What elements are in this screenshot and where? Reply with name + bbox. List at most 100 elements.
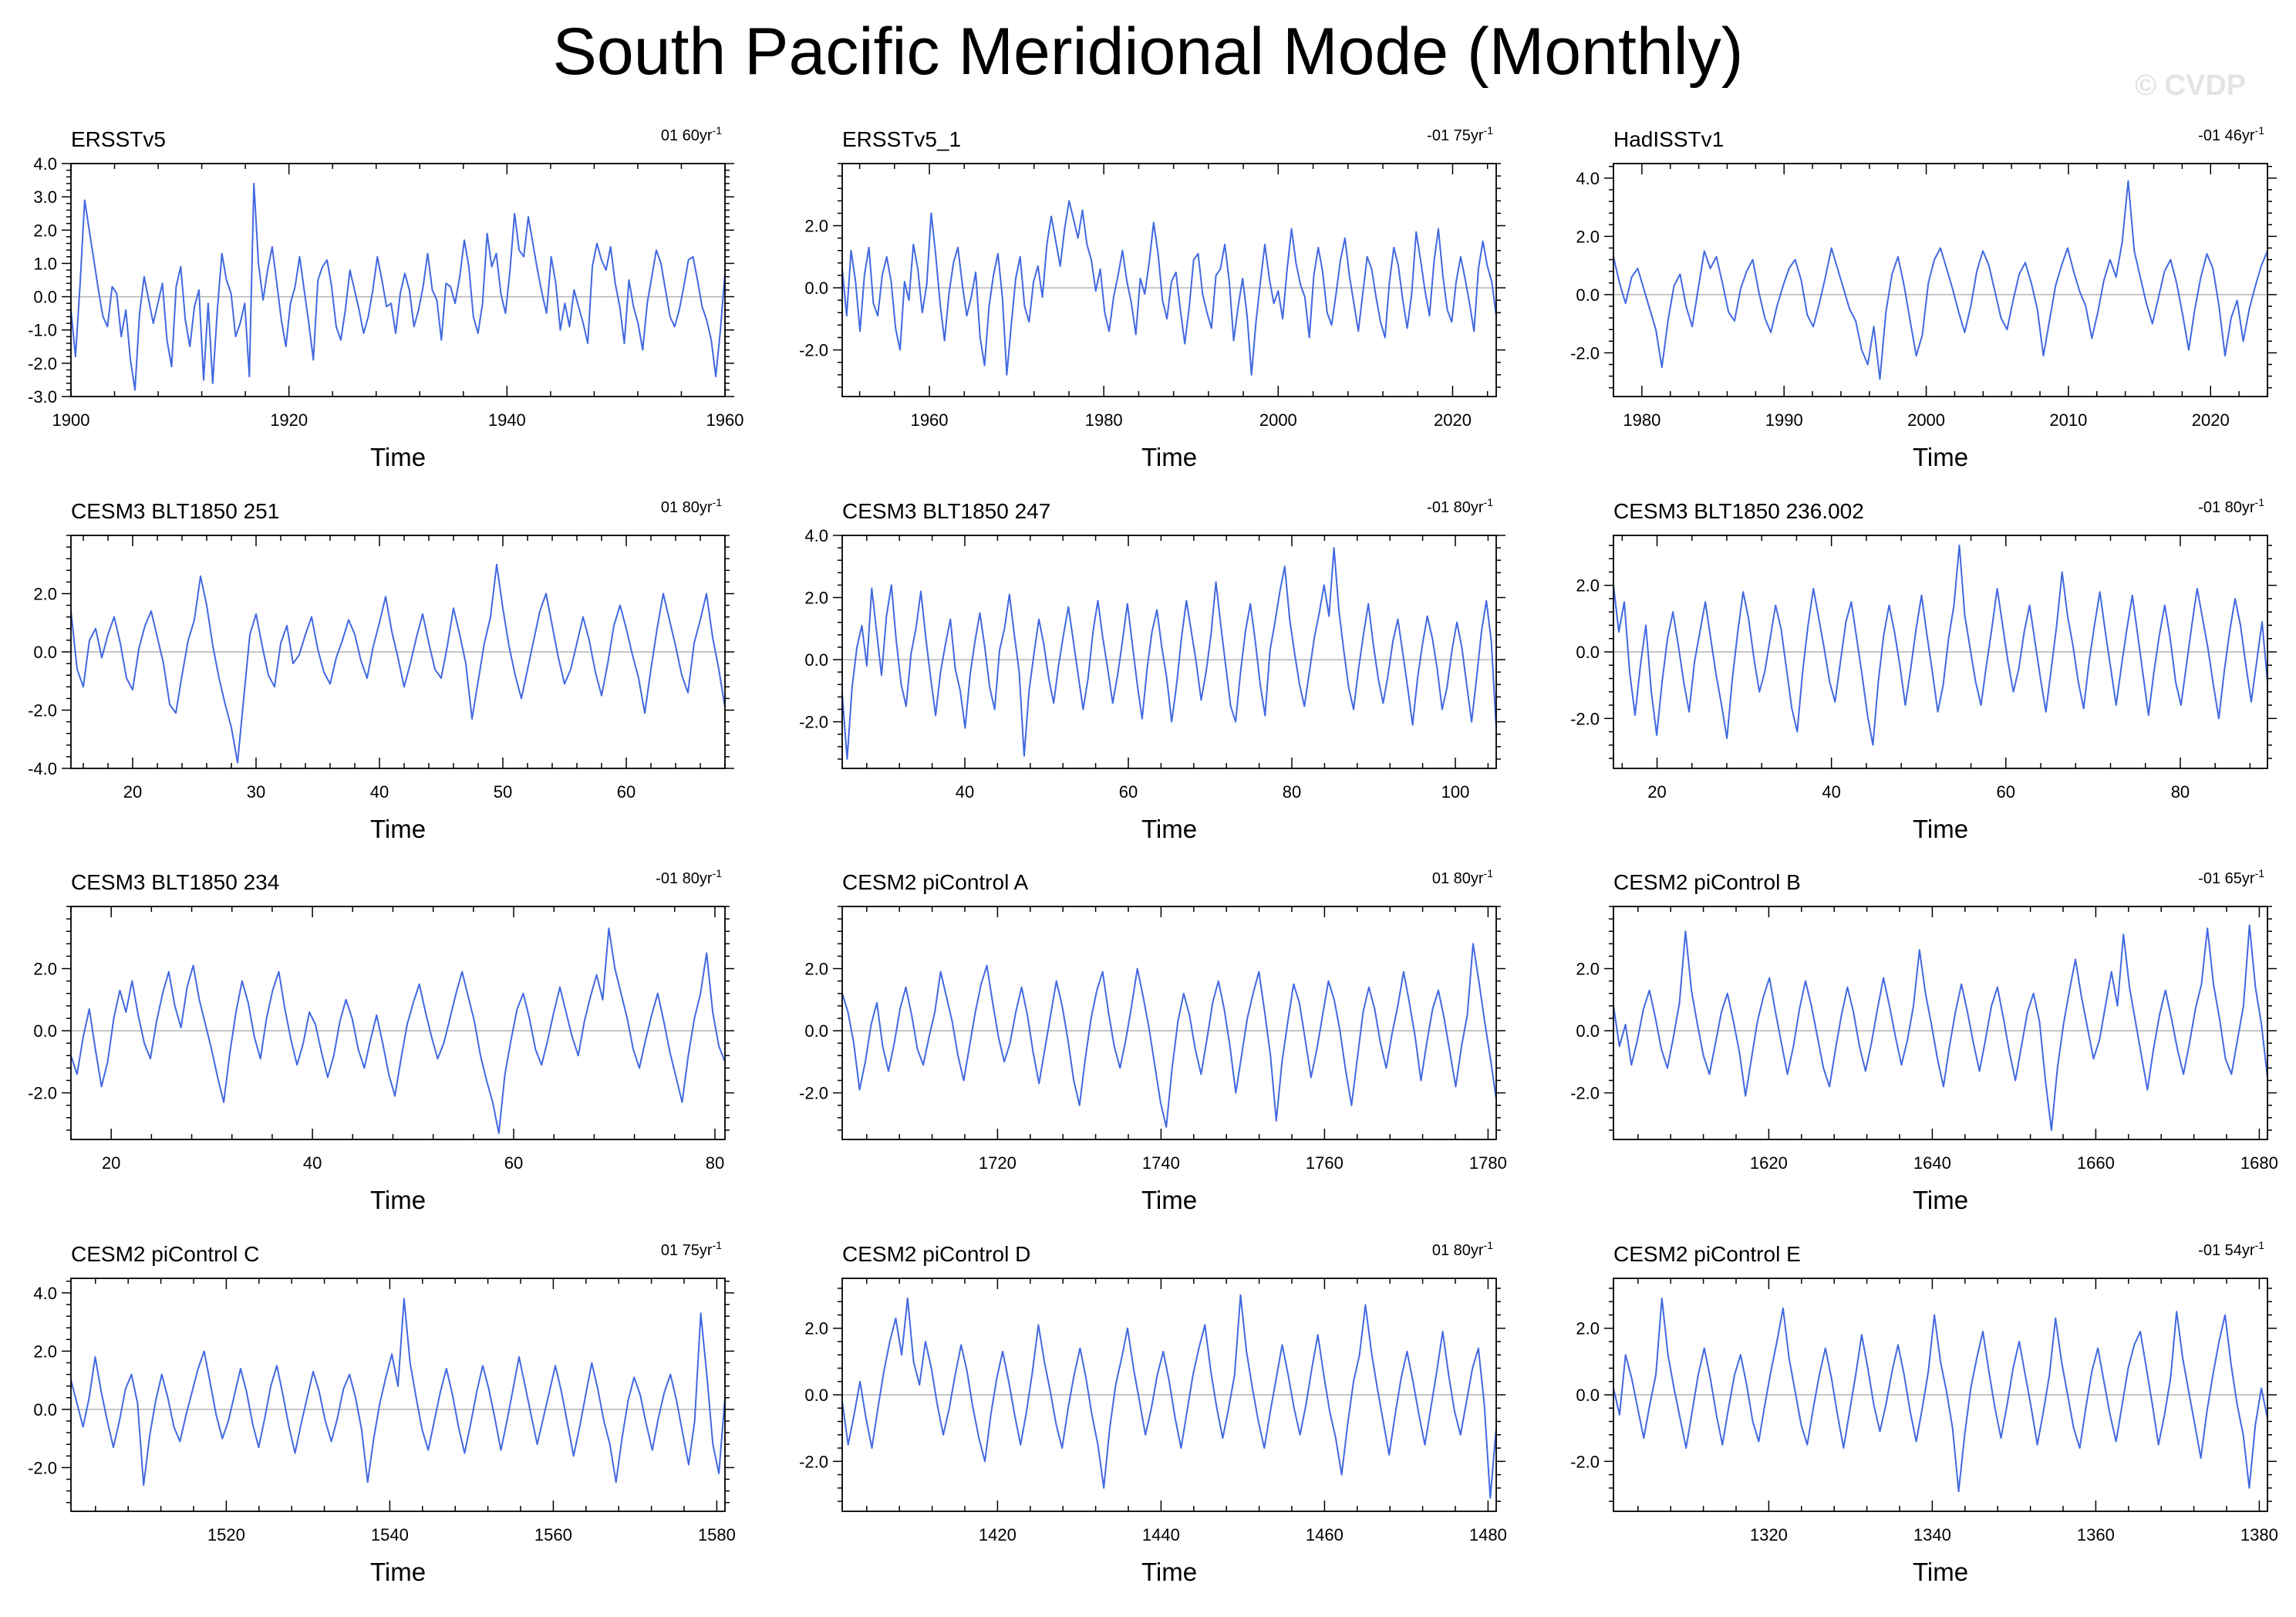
trend-label: 01 60yr-1 — [661, 124, 722, 144]
x-tick-label: 1900 — [52, 410, 90, 430]
panel-title: CESM3 BLT1850 236.002 — [1613, 499, 1864, 523]
trend-value: -01 54yr — [2198, 1242, 2255, 1259]
x-tick-label: 1980 — [1085, 410, 1123, 430]
plot-frame — [70, 906, 726, 1140]
x-tick-label: 1740 — [1142, 1153, 1180, 1173]
series-line — [841, 943, 1497, 1128]
panel-6: 20 40 60 80 -2.0 0.0 2.0 CESM3 BLT1850 236.002 -… — [1570, 496, 2277, 843]
trend-value: -01 65yr — [2198, 870, 2255, 887]
x-tick-label: 1920 — [270, 410, 308, 430]
plot-frame — [70, 1278, 726, 1512]
panel-2: 1960 1980 2000 2020 -2.0 0.0 2.0 ERSSTv5_1 -01 7… — [799, 124, 1505, 471]
x-tick-label: 2000 — [1907, 410, 1945, 430]
panel-title: CESM2 piControl E — [1613, 1242, 1801, 1266]
x-tick-label: 1420 — [979, 1525, 1017, 1544]
panel-title: HadISSTv1 — [1613, 127, 1724, 151]
y-tick-label: 4.0 — [33, 154, 57, 174]
y-tick-label: 0.0 — [1576, 643, 1600, 662]
panel-title: CESM2 piControl D — [842, 1242, 1030, 1266]
y-tick-label: 2.0 — [33, 585, 57, 604]
trend-label: -01 80yr-1 — [656, 867, 722, 887]
y-tick-label: 4.0 — [33, 1284, 57, 1303]
x-tick-label: 1320 — [1750, 1525, 1788, 1544]
series-line — [1613, 1297, 2268, 1493]
trend-label: 01 80yr-1 — [1432, 867, 1493, 887]
y-tick-label: -3.0 — [28, 387, 57, 407]
y-tick-label: -2.0 — [1570, 709, 1600, 728]
x-tick-label: 80 — [1283, 782, 1301, 802]
x-axis-label: Time — [1913, 1558, 1968, 1586]
x-tick-label: 1360 — [2077, 1525, 2115, 1544]
panel-title: CESM3 BLT1850 247 — [842, 499, 1050, 523]
x-tick-label: 1960 — [706, 410, 744, 430]
panel-3: 1980 1990 2000 2010 2020 -2.0 0.0 2.0 4.0 HadISST… — [1570, 124, 2277, 471]
trend-label: -01 80yr-1 — [1427, 496, 1493, 516]
x-axis-label: Time — [370, 1186, 426, 1214]
x-tick-label: 1660 — [2077, 1153, 2115, 1173]
panel-1: 1900 1920 1940 1960 -3.0 -2.0 -1.0 0.0 1.0 2.0 3.0… — [28, 124, 743, 471]
y-tick-label: 2.0 — [804, 217, 828, 236]
trend-label: -01 80yr-1 — [2198, 496, 2264, 516]
y-tick-label: 0.0 — [33, 643, 57, 662]
x-tick-label: 1480 — [1469, 1525, 1507, 1544]
series-line — [841, 1294, 1497, 1499]
y-tick-label: 2.0 — [33, 960, 57, 979]
series-line — [70, 563, 726, 764]
y-tick-label: 0.0 — [804, 1021, 828, 1041]
trend-value: 01 75yr — [661, 1242, 713, 1259]
y-tick-label: -2.0 — [28, 1458, 57, 1477]
series-line — [841, 200, 1497, 376]
plot-frame — [1613, 163, 2268, 397]
x-tick-label: 1440 — [1142, 1525, 1180, 1544]
y-tick-label: 4.0 — [804, 526, 828, 545]
panel-title: ERSSTv5_1 — [842, 127, 961, 151]
panel-title: CESM2 piControl A — [842, 870, 1029, 894]
trend-label: -01 65yr-1 — [2198, 867, 2264, 887]
x-tick-label: 40 — [956, 782, 974, 802]
x-axis-label: Time — [1913, 1186, 1968, 1214]
trend-superscript: -1 — [1484, 124, 1494, 137]
trend-label: 01 75yr-1 — [661, 1239, 722, 1259]
x-tick-label: 80 — [706, 1153, 724, 1173]
y-tick-label: -4.0 — [28, 759, 57, 778]
trend-value: -01 80yr — [656, 870, 713, 887]
x-tick-label: 20 — [102, 1153, 120, 1173]
trend-value: 01 80yr — [1432, 870, 1484, 887]
panel-title: ERSSTv5 — [71, 127, 166, 151]
y-tick-label: -2.0 — [799, 341, 828, 360]
panel-11: 1420 1440 1460 1480 -2.0 0.0 2.0 CESM2 piContro… — [799, 1239, 1507, 1586]
x-tick-label: 1340 — [1913, 1525, 1951, 1544]
y-tick-label: 0.0 — [33, 288, 57, 307]
x-tick-label: 1990 — [1765, 410, 1803, 430]
panel-10: 1520 1540 1560 1580 -2.0 0.0 2.0 4.0 CESM2 piCon… — [28, 1239, 736, 1586]
y-tick-label: 1.0 — [33, 254, 57, 273]
trend-superscript: -1 — [2255, 1239, 2265, 1251]
y-tick-label: -2.0 — [799, 1084, 828, 1103]
y-tick-label: -2.0 — [1570, 1452, 1600, 1471]
series-line — [1613, 924, 2268, 1131]
x-axis-label: Time — [1141, 1558, 1197, 1586]
y-tick-label: -2.0 — [1570, 1084, 1600, 1103]
series-line — [1613, 544, 2268, 746]
x-tick-label: 2020 — [1434, 410, 1472, 430]
y-tick-label: 3.0 — [33, 187, 57, 207]
x-tick-label: 60 — [1997, 782, 2015, 802]
plot-frame — [1613, 906, 2268, 1140]
y-tick-label: 0.0 — [804, 650, 828, 670]
series-line — [70, 1298, 726, 1486]
y-tick-label: -2.0 — [1570, 343, 1600, 363]
trend-superscript: -1 — [713, 1239, 723, 1251]
y-tick-label: 0.0 — [1576, 1386, 1600, 1405]
watermark: © CVDP — [2135, 69, 2247, 102]
panel-title: CESM3 BLT1850 251 — [71, 499, 279, 523]
x-axis-label: Time — [1141, 815, 1197, 843]
series-line — [1613, 180, 2268, 380]
page-title: South Pacific Meridional Mode (Monthly) — [552, 15, 1744, 89]
x-tick-label: 1680 — [2240, 1153, 2278, 1173]
x-tick-label: 1520 — [207, 1525, 245, 1544]
x-tick-label: 60 — [1119, 782, 1138, 802]
x-tick-label: 1960 — [911, 410, 949, 430]
x-tick-label: 1380 — [2240, 1525, 2278, 1544]
y-tick-label: 2.0 — [1576, 1319, 1600, 1338]
x-tick-label: 1780 — [1469, 1153, 1507, 1173]
